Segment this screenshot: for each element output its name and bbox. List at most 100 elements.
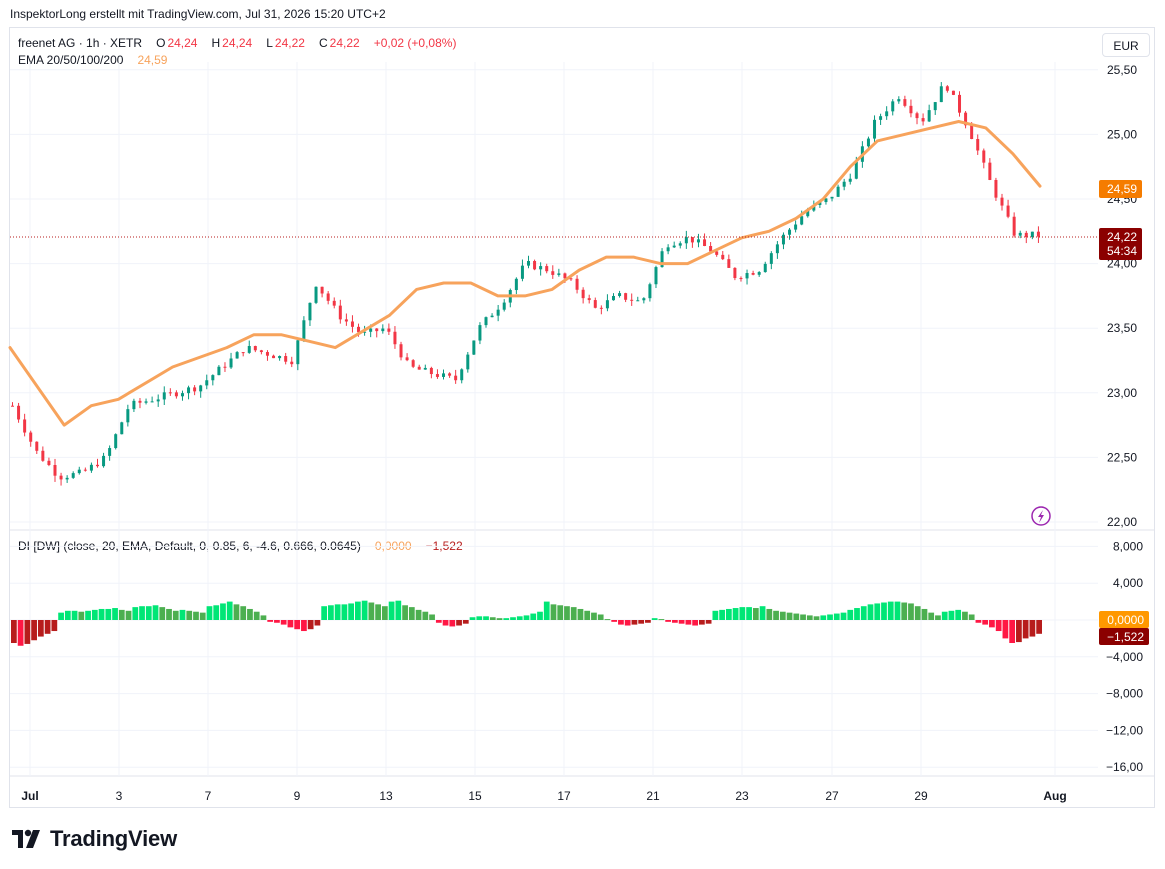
oscillator-bar <box>274 620 280 623</box>
candle <box>696 233 700 248</box>
candle <box>235 351 239 359</box>
oscillator-bar <box>725 608 732 620</box>
candle <box>611 293 615 301</box>
candle <box>848 173 852 185</box>
oscillator-bar <box>240 606 247 620</box>
candle <box>964 111 968 129</box>
oscillator-bar <box>537 611 543 620</box>
di-value-text: −1,522 <box>1107 630 1144 644</box>
oscillator-bar <box>172 610 179 620</box>
oscillator-bar <box>199 612 206 620</box>
oscillator-bar <box>24 620 31 644</box>
oscillator-bar <box>813 616 820 620</box>
candle <box>114 433 118 450</box>
candle <box>551 265 555 279</box>
oscillator-bar <box>105 608 112 620</box>
oscillator-bar <box>611 620 618 622</box>
oscillator-bar <box>1029 620 1036 637</box>
oscillator-bar <box>658 619 665 621</box>
oscillator-bar <box>779 611 786 620</box>
candle <box>47 457 51 467</box>
candle <box>502 299 506 312</box>
candle <box>193 385 197 396</box>
oscillator-bars <box>11 600 1042 646</box>
oscillator-bar <box>651 618 658 620</box>
candle <box>95 458 99 468</box>
oscillator-bar <box>381 606 388 620</box>
candle <box>636 296 640 302</box>
candle <box>259 349 263 355</box>
oscillator-bar <box>874 603 881 620</box>
candle <box>545 263 549 274</box>
oscillator-bar <box>847 609 854 620</box>
candle <box>41 446 45 462</box>
oscillator-bar <box>955 609 962 620</box>
oscillator-bar <box>806 615 813 620</box>
oscillator-bar <box>766 608 773 620</box>
candle <box>794 220 798 233</box>
candle <box>927 104 931 123</box>
oscillator-bar <box>672 620 678 623</box>
oscillator-bar <box>820 615 827 620</box>
candle <box>338 299 342 324</box>
ema-label[interactable]: EMA 20/50/100/200 <box>18 53 124 67</box>
oscillator-bar <box>948 610 955 620</box>
candle <box>83 467 87 472</box>
oscillator-bar <box>368 602 375 620</box>
oscillator-bar <box>604 619 611 621</box>
oscillator-bar <box>914 606 921 620</box>
candle <box>17 402 21 423</box>
candle <box>842 178 846 191</box>
oscillator-bar <box>786 612 793 620</box>
oscillator-bar <box>867 604 874 620</box>
oscillator-bar <box>638 620 645 624</box>
candle <box>630 293 634 306</box>
low-label: L <box>266 36 273 50</box>
price-tick-label: 25,50 <box>1107 63 1137 77</box>
symbol-label[interactable]: freenet AG · 1h · XETR <box>18 36 143 50</box>
currency-button[interactable]: EUR <box>1102 33 1150 57</box>
oscillator-bar <box>1009 620 1016 643</box>
candle <box>411 359 415 369</box>
oscillator-bar <box>220 603 226 620</box>
oscillator-bar <box>355 601 361 620</box>
candle <box>721 251 725 261</box>
candle <box>745 269 749 285</box>
candle <box>320 286 324 298</box>
oscillator-bar <box>732 608 739 620</box>
time-tick-label: 3 <box>116 789 123 803</box>
oscillator-bar <box>557 605 564 620</box>
candle <box>751 270 755 276</box>
open-label: O <box>156 36 166 50</box>
oscillator-bar <box>645 620 651 623</box>
candle <box>678 241 682 249</box>
oscillator-bar <box>449 620 456 627</box>
candle <box>35 441 39 455</box>
candle <box>77 466 81 475</box>
oscillator-bar <box>570 607 577 620</box>
oscillator-bar <box>152 605 159 620</box>
candle <box>59 472 63 486</box>
lightning-icon[interactable] <box>1031 506 1051 526</box>
candle <box>399 341 403 361</box>
candle <box>508 288 512 308</box>
candle <box>484 316 488 328</box>
tradingview-logo[interactable]: TradingView <box>12 826 177 852</box>
oscillator-bar <box>58 612 64 620</box>
candle <box>958 91 962 117</box>
candle <box>332 297 336 309</box>
candle <box>168 388 172 396</box>
candle <box>1006 199 1010 219</box>
oscillator-bar <box>719 609 725 620</box>
candle <box>581 287 585 304</box>
oscillator-bar <box>17 620 24 646</box>
close-label: C <box>318 36 328 50</box>
candles <box>11 82 1040 486</box>
oscillator-bar <box>550 604 557 620</box>
oscillator-bar <box>51 620 58 632</box>
oscillator-bar <box>773 610 779 620</box>
candle <box>229 352 233 369</box>
grid-lines <box>10 62 1155 777</box>
di-value-badge: −1,522 <box>1099 628 1149 645</box>
